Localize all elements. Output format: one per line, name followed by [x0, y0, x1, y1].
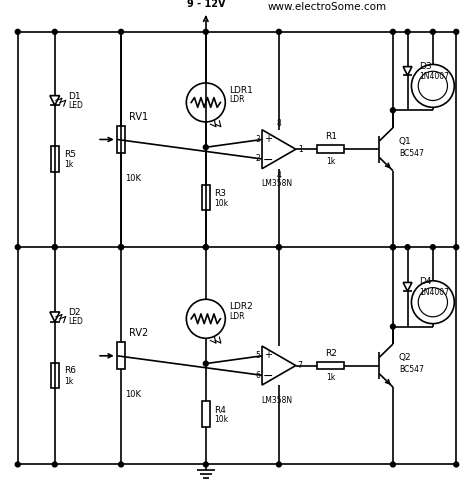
Polygon shape — [403, 67, 412, 75]
Bar — [202, 402, 210, 427]
Text: RV1: RV1 — [129, 112, 148, 122]
Text: 1k: 1k — [326, 157, 335, 166]
Text: LM358N: LM358N — [261, 179, 292, 188]
Circle shape — [203, 29, 208, 34]
Text: +: + — [264, 350, 272, 360]
Text: 2: 2 — [255, 154, 260, 163]
Circle shape — [118, 245, 123, 250]
Circle shape — [203, 462, 208, 467]
Circle shape — [118, 245, 123, 250]
Circle shape — [391, 462, 395, 467]
Circle shape — [52, 245, 57, 250]
Text: D1: D1 — [68, 92, 81, 101]
Text: R4: R4 — [215, 406, 227, 415]
Circle shape — [203, 245, 208, 250]
Text: R2: R2 — [325, 349, 337, 358]
Text: 4: 4 — [276, 171, 282, 180]
Text: 8: 8 — [276, 119, 281, 128]
Circle shape — [276, 29, 282, 34]
Circle shape — [203, 145, 208, 150]
Text: 10k: 10k — [215, 199, 229, 208]
Text: R5: R5 — [64, 149, 76, 159]
Text: BC547: BC547 — [399, 148, 424, 158]
Circle shape — [118, 29, 123, 34]
Text: 10k: 10k — [215, 415, 229, 424]
Polygon shape — [50, 95, 60, 106]
Circle shape — [391, 29, 395, 34]
Text: 1k: 1k — [64, 376, 74, 386]
Circle shape — [405, 245, 410, 250]
Circle shape — [430, 29, 435, 34]
Text: 3: 3 — [255, 135, 260, 144]
Text: 1N4007: 1N4007 — [419, 72, 449, 81]
Bar — [51, 362, 59, 388]
Circle shape — [15, 462, 20, 467]
Circle shape — [391, 108, 395, 113]
Bar — [317, 362, 344, 369]
Bar — [51, 147, 59, 172]
Circle shape — [391, 245, 395, 250]
Circle shape — [203, 245, 208, 250]
Text: 1: 1 — [298, 145, 302, 154]
Text: LM358N: LM358N — [261, 396, 292, 405]
Circle shape — [276, 462, 282, 467]
Text: D3: D3 — [419, 62, 432, 71]
Text: 10K: 10K — [125, 390, 141, 399]
Circle shape — [276, 245, 282, 250]
Text: 1k: 1k — [64, 161, 74, 169]
Bar — [117, 126, 126, 153]
Circle shape — [52, 29, 57, 34]
Circle shape — [276, 245, 282, 250]
Text: 7: 7 — [298, 361, 302, 370]
Circle shape — [430, 245, 435, 250]
Text: −: − — [263, 153, 273, 166]
Text: R3: R3 — [215, 189, 227, 198]
Circle shape — [52, 462, 57, 467]
Circle shape — [405, 29, 410, 34]
Text: 9 - 12V: 9 - 12V — [187, 0, 225, 9]
Text: R6: R6 — [64, 366, 76, 375]
Circle shape — [454, 29, 459, 34]
Text: www.electroSome.com: www.electroSome.com — [268, 2, 387, 13]
Text: R1: R1 — [325, 133, 337, 141]
Circle shape — [15, 245, 20, 250]
Text: 6: 6 — [255, 371, 260, 380]
Text: LDR: LDR — [229, 95, 245, 105]
Bar — [117, 342, 126, 369]
Circle shape — [454, 245, 459, 250]
Circle shape — [52, 245, 57, 250]
Circle shape — [15, 29, 20, 34]
Text: 5: 5 — [255, 351, 260, 361]
Circle shape — [118, 462, 123, 467]
Bar — [317, 146, 344, 153]
Text: D2: D2 — [68, 308, 81, 318]
Text: D4: D4 — [419, 278, 432, 286]
Text: LDR2: LDR2 — [229, 302, 253, 311]
Polygon shape — [262, 130, 296, 169]
Circle shape — [391, 245, 395, 250]
Text: 1k: 1k — [326, 374, 335, 382]
Text: RV2: RV2 — [129, 328, 148, 338]
Text: LED: LED — [68, 317, 83, 326]
Polygon shape — [403, 282, 412, 291]
Circle shape — [203, 361, 208, 366]
Polygon shape — [262, 346, 296, 385]
Bar — [202, 185, 210, 210]
Text: LDR: LDR — [229, 312, 245, 321]
Text: +: + — [264, 134, 272, 144]
Text: LED: LED — [68, 101, 83, 110]
Text: BC547: BC547 — [399, 365, 424, 374]
Circle shape — [391, 324, 395, 329]
Text: Q2: Q2 — [399, 353, 411, 362]
Text: 10K: 10K — [125, 174, 141, 183]
Text: LDR1: LDR1 — [229, 86, 253, 94]
Polygon shape — [50, 312, 60, 321]
Text: −: − — [263, 370, 273, 383]
Text: 1N4007: 1N4007 — [419, 288, 449, 297]
Circle shape — [454, 462, 459, 467]
Text: Q1: Q1 — [399, 137, 411, 146]
